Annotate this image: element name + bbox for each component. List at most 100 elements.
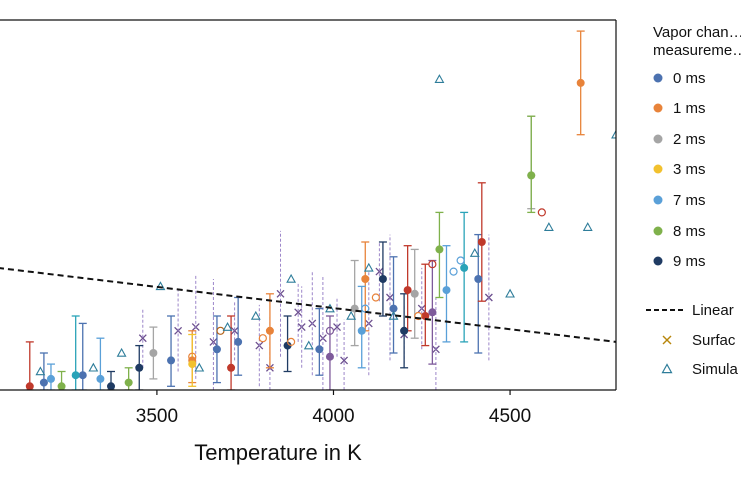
x-tick-label: 4500 xyxy=(489,406,531,427)
surface-x-stroke xyxy=(340,356,349,365)
open-circle-point xyxy=(325,326,335,335)
legend-marker xyxy=(653,103,663,113)
open-circle-point xyxy=(371,293,380,302)
surface-x-stroke xyxy=(294,308,303,317)
simulation-marker xyxy=(434,74,445,83)
x-tick-label: 3500 xyxy=(136,406,178,427)
legend-label: 1 ms xyxy=(673,100,706,117)
data-point xyxy=(212,345,221,354)
x-axis-title: Temperature in K xyxy=(194,440,362,465)
data-point xyxy=(188,360,197,369)
surface-x-marker xyxy=(375,267,384,276)
data-point xyxy=(25,382,34,390)
legend-label: 7 ms xyxy=(673,192,706,209)
data-point xyxy=(460,263,469,272)
simulation-marker xyxy=(543,222,554,231)
data-point xyxy=(135,363,144,372)
surface-x-stroke xyxy=(333,323,341,332)
data-point xyxy=(57,382,66,390)
data-point xyxy=(124,378,133,387)
simulation-marker xyxy=(505,288,515,298)
open-circle-point xyxy=(456,256,465,265)
data-point xyxy=(576,78,585,87)
open-circle-point xyxy=(188,352,197,361)
legend-label: Linear xyxy=(692,302,734,319)
plot-area xyxy=(0,30,616,390)
data-point xyxy=(149,349,158,357)
simulation-marker xyxy=(222,321,233,331)
linear-fit-line xyxy=(0,267,616,343)
open-circle-point xyxy=(428,260,437,269)
legend-label: 8 ms xyxy=(673,223,706,240)
simulation-marker xyxy=(194,362,205,372)
data-point xyxy=(234,337,243,346)
data-point xyxy=(46,374,55,383)
data-point xyxy=(474,275,483,283)
legend-marker xyxy=(653,73,663,83)
data-point xyxy=(96,374,105,383)
data-point xyxy=(527,171,536,180)
open-circle-point xyxy=(537,208,546,217)
data-point xyxy=(410,289,419,298)
legend-marker xyxy=(653,256,663,266)
data-point xyxy=(400,326,409,335)
data-point xyxy=(361,275,370,283)
legend-marker xyxy=(653,226,663,236)
surface-x-marker xyxy=(333,323,341,332)
simulation-marker xyxy=(469,247,480,257)
simulation-marker xyxy=(346,310,357,320)
data-point xyxy=(71,371,80,380)
surface-x-stroke xyxy=(230,326,239,335)
legend-label: 3 ms xyxy=(673,161,706,178)
data-point xyxy=(403,286,412,295)
simulation-marker xyxy=(611,129,616,139)
simulation-marker xyxy=(582,222,593,231)
surface-x-marker xyxy=(230,326,239,335)
data-point xyxy=(283,341,292,350)
legend-label: 9 ms xyxy=(673,253,706,270)
data-point xyxy=(39,378,48,387)
legend-marker xyxy=(653,195,663,205)
simulation-marker xyxy=(155,281,166,291)
legend-marker xyxy=(661,363,673,374)
simulation-marker xyxy=(286,273,297,283)
surface-x-marker xyxy=(294,308,303,317)
open-circle-point xyxy=(414,311,423,321)
surface-x-marker xyxy=(340,356,349,365)
data-point xyxy=(389,304,398,313)
surface-x-stroke xyxy=(375,267,384,276)
open-circle-point xyxy=(258,334,267,343)
simulation-marker xyxy=(35,366,46,376)
surface-x-marker xyxy=(209,337,218,346)
legend-label: Surfac xyxy=(692,332,736,349)
legend-marker xyxy=(653,134,663,144)
data-point xyxy=(107,382,116,390)
data-point xyxy=(435,245,444,254)
x-tick-label: 4000 xyxy=(312,406,354,427)
data-point xyxy=(378,275,387,283)
data-point xyxy=(357,326,366,335)
simulation-marker xyxy=(363,262,374,272)
simulation-marker xyxy=(88,362,99,372)
surface-x-stroke xyxy=(209,337,218,346)
data-point xyxy=(78,371,87,380)
data-point xyxy=(325,352,334,361)
legend-title: measureme… xyxy=(653,42,741,59)
legend-marker xyxy=(662,335,672,345)
data-point xyxy=(167,356,176,365)
simulation-marker xyxy=(250,310,261,320)
data-point xyxy=(421,312,430,320)
legend-marker xyxy=(653,164,663,174)
data-point xyxy=(442,286,451,295)
data-point xyxy=(265,326,274,335)
data-point xyxy=(227,363,236,372)
open-circle-point xyxy=(449,267,458,276)
open-circle-point xyxy=(287,337,296,346)
surface-x-stroke xyxy=(138,334,147,343)
data-point xyxy=(477,238,486,246)
simulation-marker xyxy=(303,340,314,350)
surface-x-marker xyxy=(138,334,147,343)
data-point xyxy=(428,308,437,317)
